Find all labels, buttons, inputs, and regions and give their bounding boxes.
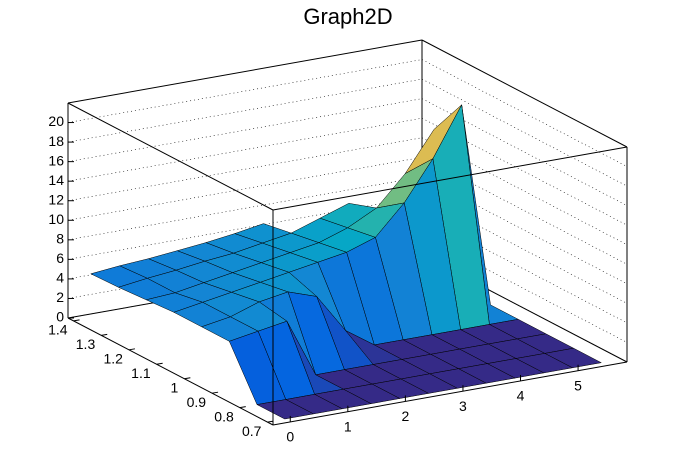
x-tick-label: 0 (286, 429, 294, 445)
chart-title: Graph2D (303, 4, 392, 29)
z-tick-label: 4 (56, 270, 64, 286)
y-tick (211, 391, 219, 394)
box-edge (272, 361, 628, 426)
y-tick-label: 1.3 (76, 336, 96, 352)
y-tick (239, 406, 246, 409)
grid-line (421, 78, 628, 187)
z-tick-label: 2 (56, 289, 64, 305)
y-tick (156, 362, 163, 365)
y-tick (73, 319, 80, 322)
grid-line (67, 117, 423, 182)
grid-line (421, 196, 628, 304)
y-tick-label: 1.4 (48, 322, 68, 338)
z-tick-label: 18 (48, 133, 64, 149)
y-tick-label: 0.9 (187, 394, 207, 410)
x-tick-label: 5 (574, 377, 582, 393)
z-tick-label: 16 (48, 152, 64, 168)
x-tick-label: 4 (517, 388, 525, 404)
grid-line (421, 117, 628, 226)
z-tick-label: 0 (56, 309, 64, 325)
box-edge (67, 317, 274, 426)
y-tick-label: 1.1 (131, 365, 151, 381)
z-tick-label: 14 (48, 172, 64, 188)
y-tick (267, 420, 274, 423)
grid-line (421, 137, 628, 245)
surface-cell (256, 399, 315, 420)
box-edge (67, 102, 274, 211)
x-tick-label: 1 (344, 418, 352, 434)
z-tick-label: 6 (56, 250, 64, 266)
grid-line (421, 98, 628, 206)
box-edge (67, 39, 423, 104)
z-tick-label: 12 (48, 191, 64, 207)
y-tick-label: 0.8 (214, 408, 234, 424)
grid-line (421, 157, 628, 265)
z-tick-label: 8 (56, 231, 64, 247)
y-tick-label: 0.7 (242, 423, 262, 439)
z-tick-label: 20 (48, 113, 64, 129)
grid-line (421, 215, 628, 324)
grid-line (67, 78, 423, 143)
y-tick-label: 1.2 (103, 351, 123, 367)
box-edge (421, 39, 628, 148)
y-tick (101, 333, 108, 336)
x-tick-label: 3 (459, 398, 467, 414)
grid-line (67, 98, 423, 162)
y-tick (128, 348, 136, 351)
grid-line (421, 235, 628, 343)
grid-line (67, 137, 423, 202)
y-tick-label: 1 (171, 379, 179, 395)
grid-line (421, 254, 628, 363)
grid-line (421, 59, 628, 167)
box-edge (272, 146, 628, 211)
y-tick (184, 377, 191, 380)
z-tick-label: 10 (48, 211, 64, 227)
grid-line (421, 176, 628, 285)
grid-line (67, 59, 423, 123)
x-tick-label: 2 (401, 408, 409, 424)
